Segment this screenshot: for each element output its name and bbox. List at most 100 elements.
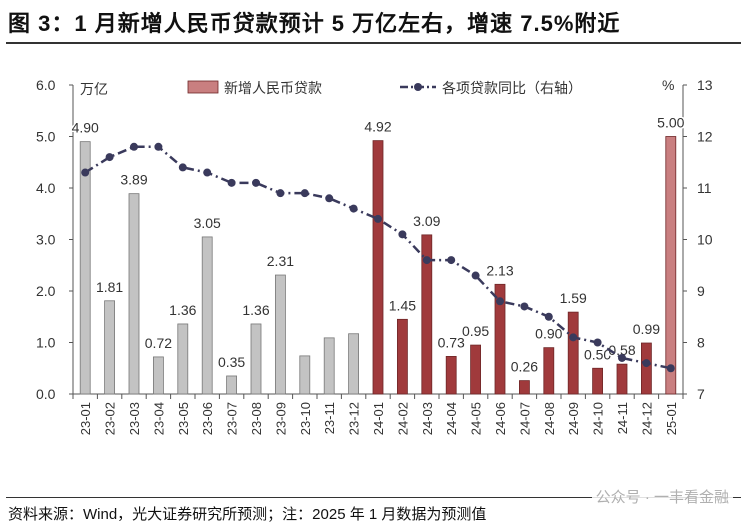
x-tick-label: 24-01 <box>371 402 386 435</box>
x-tick-label: 23-12 <box>347 402 362 435</box>
y-right-tick-label: 12 <box>697 129 713 145</box>
bar <box>616 363 628 395</box>
line-point <box>544 312 553 321</box>
line-point <box>398 230 407 239</box>
bar <box>201 236 213 395</box>
x-tick-label: 23-05 <box>176 402 191 435</box>
bar-value-label: 5.00 <box>657 115 684 131</box>
line-series <box>81 142 675 373</box>
line-point <box>276 189 285 198</box>
line-point <box>349 204 358 213</box>
bar <box>421 234 433 395</box>
bar-value-label: 0.26 <box>511 359 538 375</box>
y-right-unit: % <box>662 77 674 93</box>
x-tick-label: 24-12 <box>639 402 654 435</box>
x-tick-label: 23-07 <box>225 402 240 435</box>
bar-value-label: 0.73 <box>438 334 465 350</box>
bar <box>152 356 164 395</box>
line-point <box>666 364 675 373</box>
x-tick-label: 24-09 <box>566 402 581 435</box>
bar-value-label: 0.72 <box>145 335 172 351</box>
y-left-unit: 万亿 <box>80 81 108 97</box>
chart-axes: 0.0 1.0 2.0 3.0 4.0 5.0 6.0 7 8 9 10 11 12 13 万亿 % 23-01… <box>36 77 713 435</box>
line-point <box>447 256 456 265</box>
bar-value-label: 0.58 <box>608 342 635 358</box>
x-tick-label: 24-06 <box>493 402 508 435</box>
bar <box>104 300 115 395</box>
x-tick-label: 24-04 <box>444 402 459 435</box>
line-point <box>227 178 236 187</box>
bar <box>592 367 603 395</box>
line-point <box>520 302 529 311</box>
bar-value-label: 1.36 <box>169 302 196 318</box>
line-point <box>374 214 382 223</box>
bar <box>177 323 189 395</box>
watermark: 公众号 · 一丰看金融 <box>591 486 733 507</box>
bar-series <box>79 136 677 395</box>
line-point <box>496 297 504 306</box>
x-tick-label: 23-04 <box>151 402 166 435</box>
x-tick-label: 25-01 <box>664 402 679 435</box>
source-divider <box>6 497 741 498</box>
bar <box>79 141 91 395</box>
line-point <box>300 189 309 198</box>
bar <box>323 337 335 395</box>
y-left-tick-label: 5.0 <box>36 129 56 145</box>
bar-value-label: 2.13 <box>486 262 513 278</box>
bar-value-label: 3.05 <box>194 215 221 231</box>
x-tick-label: 23-08 <box>249 402 264 435</box>
line-point <box>81 168 90 177</box>
x-tick-label: 24-05 <box>469 402 484 435</box>
y-left-tick-label: 6.0 <box>36 77 56 93</box>
x-tick-label: 24-03 <box>420 402 435 435</box>
bar-value-label: 1.59 <box>560 290 587 306</box>
x-tick-label: 24-08 <box>542 402 557 435</box>
line-point <box>154 142 163 151</box>
x-tick-label: 23-02 <box>103 402 118 435</box>
y-right-tick-label: 8 <box>697 335 705 351</box>
loan-chart: 0.0 1.0 2.0 3.0 4.0 5.0 6.0 7 8 9 10 11 12 13 万亿 % 23-01… <box>36 77 713 435</box>
x-tick-label: 23-01 <box>78 402 93 435</box>
y-left-tick-label: 3.0 <box>36 232 56 248</box>
line-point <box>252 178 260 187</box>
bar-value-label: 0.90 <box>535 326 562 342</box>
bar-value-label: 0.35 <box>218 354 245 370</box>
y-right-tick-label: 11 <box>697 180 712 196</box>
line-point <box>130 142 138 151</box>
bar <box>396 318 408 395</box>
y-left-tick-label: 0.0 <box>36 386 56 402</box>
legend-label-bars: 新增人民币贷款 <box>224 80 322 96</box>
y-left-tick-label: 2.0 <box>36 283 56 299</box>
x-tick-label: 23-11 <box>322 402 337 434</box>
line-point <box>422 256 431 265</box>
legend-label-line: 各项贷款同比（右轴） <box>442 80 582 96</box>
x-tick-label: 24-10 <box>591 402 606 435</box>
bar <box>250 323 262 395</box>
bar-value-label: 0.50 <box>584 346 611 362</box>
y-left-tick-label: 1.0 <box>36 335 56 351</box>
legend-swatch-marker <box>414 83 422 91</box>
bar <box>494 283 506 395</box>
bar <box>445 356 457 395</box>
bar-value-label: 3.89 <box>120 172 147 188</box>
bar-value-label: 1.81 <box>96 279 123 295</box>
bar <box>641 342 652 395</box>
x-tick-label: 23-03 <box>127 402 142 435</box>
line-point <box>325 194 334 203</box>
bar-value-label: 2.31 <box>267 253 294 269</box>
bar-value-label: 4.90 <box>72 120 99 136</box>
bar <box>470 344 482 395</box>
bar-value-label: 1.45 <box>389 297 416 313</box>
y-left-tick-label: 4.0 <box>36 180 56 196</box>
bar <box>348 333 360 395</box>
chart-legend: 新增人民币贷款 各项贷款同比（右轴） <box>187 80 582 96</box>
x-tick-label: 24-07 <box>517 402 532 435</box>
y-right-tick-label: 10 <box>697 232 713 248</box>
line-point <box>618 353 626 362</box>
bar <box>543 347 555 395</box>
legend-swatch-bars <box>187 80 219 94</box>
line-point <box>178 163 187 172</box>
x-tick-label: 24-02 <box>395 402 410 435</box>
source-note: 资料来源：Wind，光大证券研究所预测；注：2025 年 1 月数据为预测值 <box>8 506 487 523</box>
line-point <box>105 153 114 162</box>
